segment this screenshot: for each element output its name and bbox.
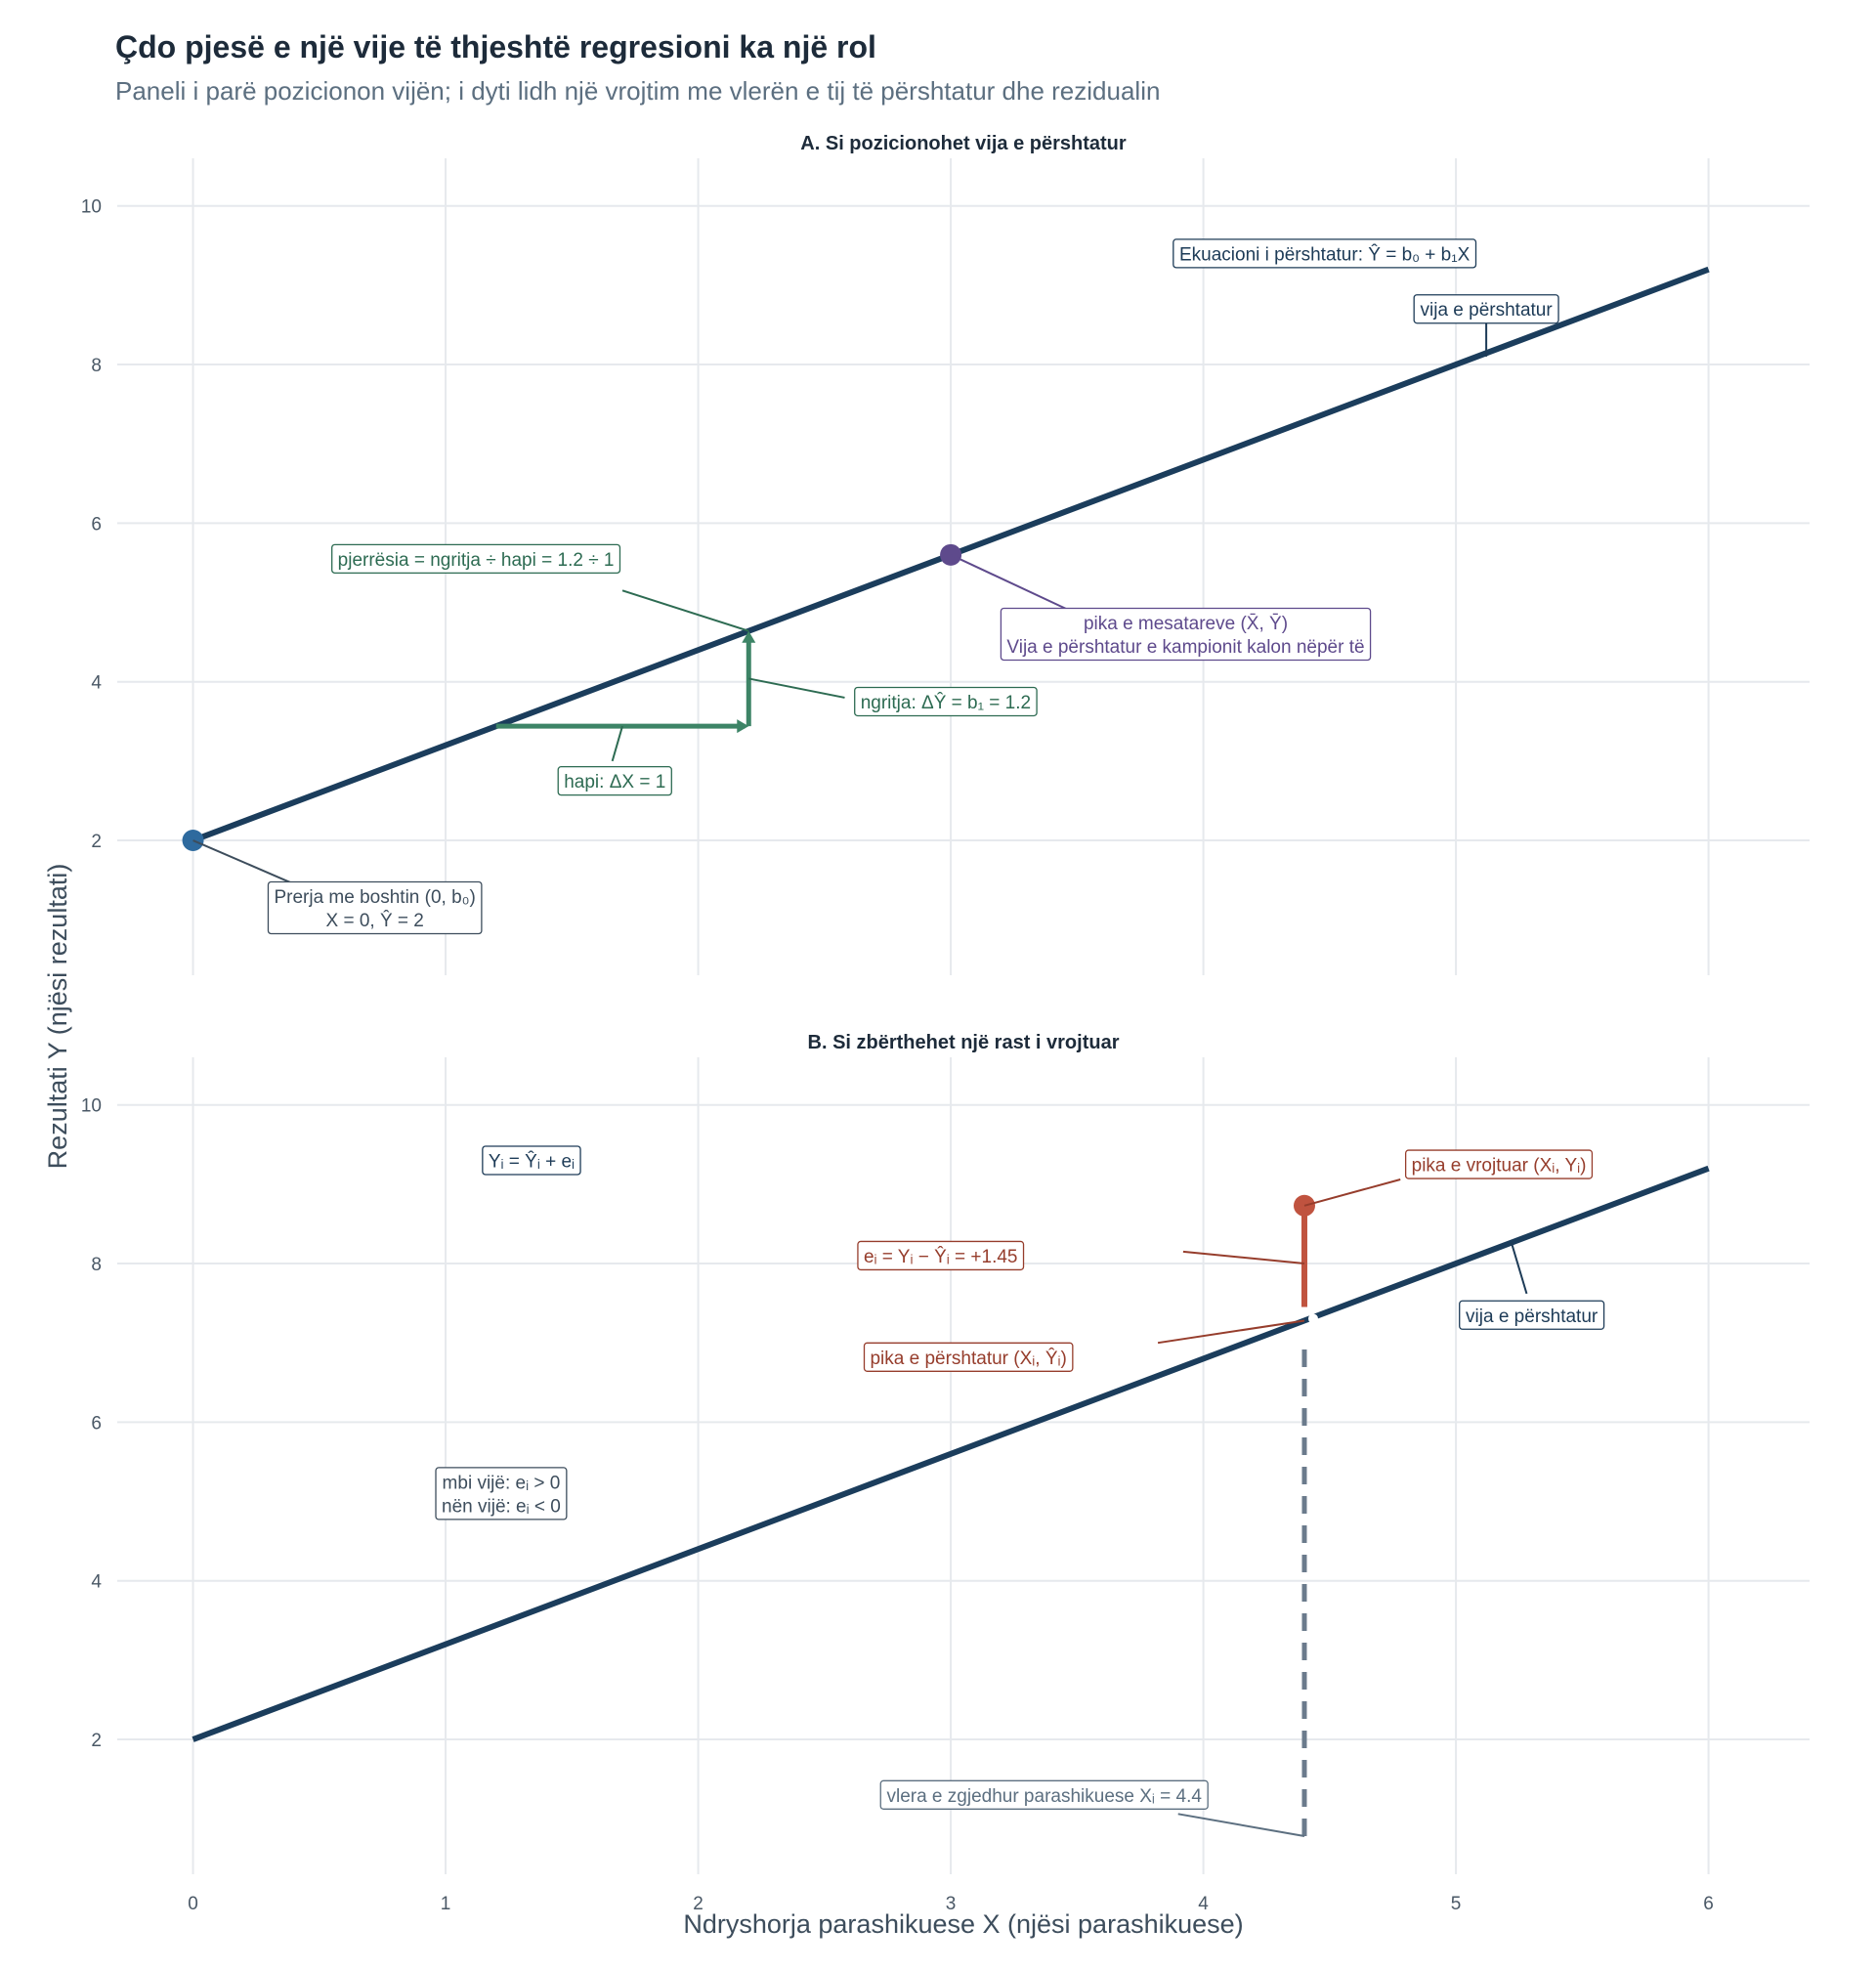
label-slope: pjerrësia = ngritja ÷ hapi = 1.2 ÷ 1 xyxy=(331,543,621,575)
panel-title: B. Si zbërthehet një rast i vrojtuar xyxy=(808,1032,1120,1053)
label-text: nën vijë: eᵢ < 0 xyxy=(442,1496,561,1517)
x-tick-label: 4 xyxy=(1198,1894,1209,1914)
label-leader xyxy=(611,725,623,762)
x-tick-label: 3 xyxy=(946,1894,957,1914)
label-box xyxy=(557,765,672,796)
label-equation: Ekuacioni i përshtatur: Ŷ = b₀ + b₁X xyxy=(1172,238,1477,269)
label-fitted-point: pika e përshtatur (Xᵢ, Ŷᵢ) xyxy=(863,1342,1074,1372)
y-tick-label: 2 xyxy=(91,832,102,852)
panel-a: A. Si pozicionohet vija e përshtatur 2 4 6 8… xyxy=(81,133,1810,975)
label-box xyxy=(854,686,1038,717)
label-sign: mbi vijë: eᵢ > 0 nën vijë: eᵢ < 0 xyxy=(435,1467,568,1520)
y-tick-label: 6 xyxy=(91,514,102,535)
y-tick-label: 2 xyxy=(91,1731,102,1751)
label-intercept: Prerja me boshtin (0, b₀)X = 0, Ŷ = 2 xyxy=(267,880,483,935)
label-text: Prerja me boshtin (0, b₀) xyxy=(274,887,475,908)
label-text: pjerrësia = ngritja ÷ hapi = 1.2 ÷ 1 xyxy=(338,550,615,571)
label-identity: Yᵢ = Ŷᵢ + eᵢ xyxy=(482,1145,581,1176)
label-text: pika e vrojtuar (Xᵢ, Yᵢ) xyxy=(1412,1156,1587,1177)
x-tick-label: 0 xyxy=(188,1894,198,1914)
label-text: eᵢ = Yᵢ − Ŷᵢ = +1.45 xyxy=(864,1246,1018,1267)
label-text: mbi vijë: eᵢ > 0 xyxy=(443,1473,561,1493)
y-tick-label: 8 xyxy=(91,356,102,376)
chart-title: Çdo pjesë e një vije të thjeshtë regresi… xyxy=(115,29,876,64)
label-rise: ngritja: ΔŶ = b₁ = 1.2 xyxy=(854,686,1038,717)
label-box xyxy=(1404,1149,1594,1179)
label-box xyxy=(482,1145,581,1176)
label-text: vija e përshtatur xyxy=(1466,1306,1599,1327)
x-tick-label: 1 xyxy=(441,1894,451,1914)
label-text: ngritja: ΔŶ = b₁ = 1.2 xyxy=(861,692,1031,713)
label-leader xyxy=(192,839,295,885)
x-tick-label: 5 xyxy=(1451,1894,1462,1914)
y-tick-label: 6 xyxy=(91,1413,102,1434)
panel-title: A. Si pozicionohet vija e përshtatur xyxy=(800,133,1127,154)
panel-b: B. Si zbërthehet një rast i vrojtuar 2 4 6 8… xyxy=(81,1032,1810,1914)
y-tick-label: 4 xyxy=(91,1572,102,1593)
chart-subtitle: Paneli i parë pozicionon vijën; i dyti l… xyxy=(115,76,1161,106)
label-text: Yᵢ = Ŷᵢ + eᵢ xyxy=(489,1151,575,1173)
label-box xyxy=(1172,238,1477,269)
label-fitted-line: vija e përshtatur xyxy=(1413,294,1559,324)
label-box xyxy=(267,880,483,935)
label-text: hapi: ΔX = 1 xyxy=(564,772,665,792)
label-box xyxy=(331,543,621,575)
label-leader xyxy=(1177,1813,1305,1838)
label-residual: eᵢ = Yᵢ − Ŷᵢ = +1.45 xyxy=(857,1240,1025,1271)
y-tick-label: 4 xyxy=(91,673,102,694)
label-observed: pika e vrojtuar (Xᵢ, Yᵢ) xyxy=(1404,1149,1594,1179)
label-leader xyxy=(621,589,749,632)
label-text: pika e përshtatur (Xᵢ, Ŷᵢ) xyxy=(870,1348,1066,1369)
x-tick-label: 2 xyxy=(693,1894,704,1914)
label-leader xyxy=(1303,1178,1401,1207)
label-text: Vija e përshtatur e kampionit kalon nëpë… xyxy=(1006,637,1364,658)
label-box xyxy=(1000,607,1372,662)
label-fitted-line: vija e përshtatur xyxy=(1459,1300,1605,1330)
x-tick-label: 6 xyxy=(1703,1894,1714,1914)
label-box xyxy=(863,1342,1074,1372)
label-box xyxy=(1413,294,1559,324)
y-tick-label: 10 xyxy=(81,1096,102,1117)
y-axis-title: Rezultati Y (njësi rezultati) xyxy=(43,864,72,1170)
label-run: hapi: ΔX = 1 xyxy=(557,765,672,796)
fitted-line xyxy=(192,1165,1710,1742)
label-leader xyxy=(1182,1250,1305,1265)
label-leader xyxy=(1511,1242,1528,1295)
label-predictor: vlera e zgjedhur parashikuese Xᵢ = 4.4 xyxy=(879,1779,1209,1810)
label-leader xyxy=(1157,1319,1305,1345)
fitted-point-marker xyxy=(1307,1313,1318,1324)
label-text: X = 0, Ŷ = 2 xyxy=(326,910,424,931)
label-box xyxy=(857,1240,1025,1271)
label-leader xyxy=(748,677,845,699)
y-tick-label: 10 xyxy=(81,197,102,218)
label-text: pika e mesatareve (X̄, Ȳ) xyxy=(1084,614,1288,634)
label-leader xyxy=(950,553,1070,612)
x-axis-title: Ndryshorja parashikuese X (njësi parashi… xyxy=(683,1909,1243,1939)
rise-arrowhead xyxy=(742,630,756,643)
label-mean: pika e mesatareve (X̄, Ȳ) Vija e përshtat… xyxy=(1000,607,1372,662)
label-box xyxy=(1459,1300,1605,1330)
y-tick-label: 8 xyxy=(91,1255,102,1275)
label-box xyxy=(879,1779,1209,1810)
label-text: vija e përshtatur xyxy=(1421,300,1554,321)
run-arrowhead xyxy=(737,719,749,734)
label-text: vlera e zgjedhur parashikuese Xᵢ = 4.4 xyxy=(886,1786,1202,1807)
label-text: Ekuacioni i përshtatur: Ŷ = b₀ + b₁X xyxy=(1179,243,1471,265)
label-box xyxy=(435,1467,568,1520)
